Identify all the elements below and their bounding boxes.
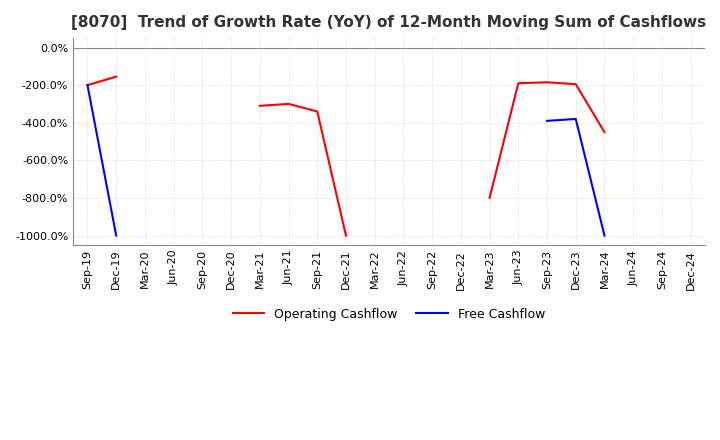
Line: Operating Cashflow: Operating Cashflow bbox=[87, 77, 605, 235]
Operating Cashflow bbox=[83, 82, 91, 88]
Operating Cashflow bbox=[256, 103, 264, 108]
Operating Cashflow bbox=[342, 233, 351, 238]
Free Cashflow bbox=[485, 233, 494, 238]
Legend: Operating Cashflow, Free Cashflow: Operating Cashflow, Free Cashflow bbox=[228, 303, 550, 326]
Operating Cashflow bbox=[543, 80, 552, 85]
Operating Cashflow bbox=[284, 101, 293, 106]
Free Cashflow bbox=[83, 82, 91, 88]
Line: Free Cashflow: Free Cashflow bbox=[87, 85, 605, 235]
Operating Cashflow bbox=[514, 81, 523, 86]
Free Cashflow bbox=[112, 233, 120, 238]
Operating Cashflow bbox=[112, 74, 120, 79]
Operating Cashflow bbox=[313, 109, 322, 114]
Free Cashflow bbox=[600, 233, 609, 238]
Free Cashflow bbox=[572, 116, 580, 121]
Title: [8070]  Trend of Growth Rate (YoY) of 12-Month Moving Sum of Cashflows: [8070] Trend of Growth Rate (YoY) of 12-… bbox=[71, 15, 706, 30]
Operating Cashflow bbox=[572, 81, 580, 87]
Operating Cashflow bbox=[600, 129, 609, 135]
Free Cashflow bbox=[543, 118, 552, 124]
Operating Cashflow bbox=[485, 195, 494, 201]
